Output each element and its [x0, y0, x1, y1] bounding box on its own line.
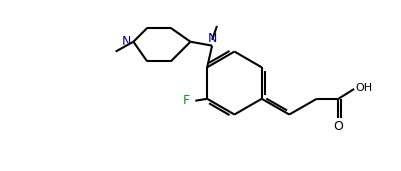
Text: N: N — [207, 32, 217, 45]
Text: OH: OH — [355, 83, 372, 93]
Text: F: F — [182, 94, 189, 107]
Text: O: O — [334, 120, 343, 133]
Text: N: N — [122, 35, 132, 48]
